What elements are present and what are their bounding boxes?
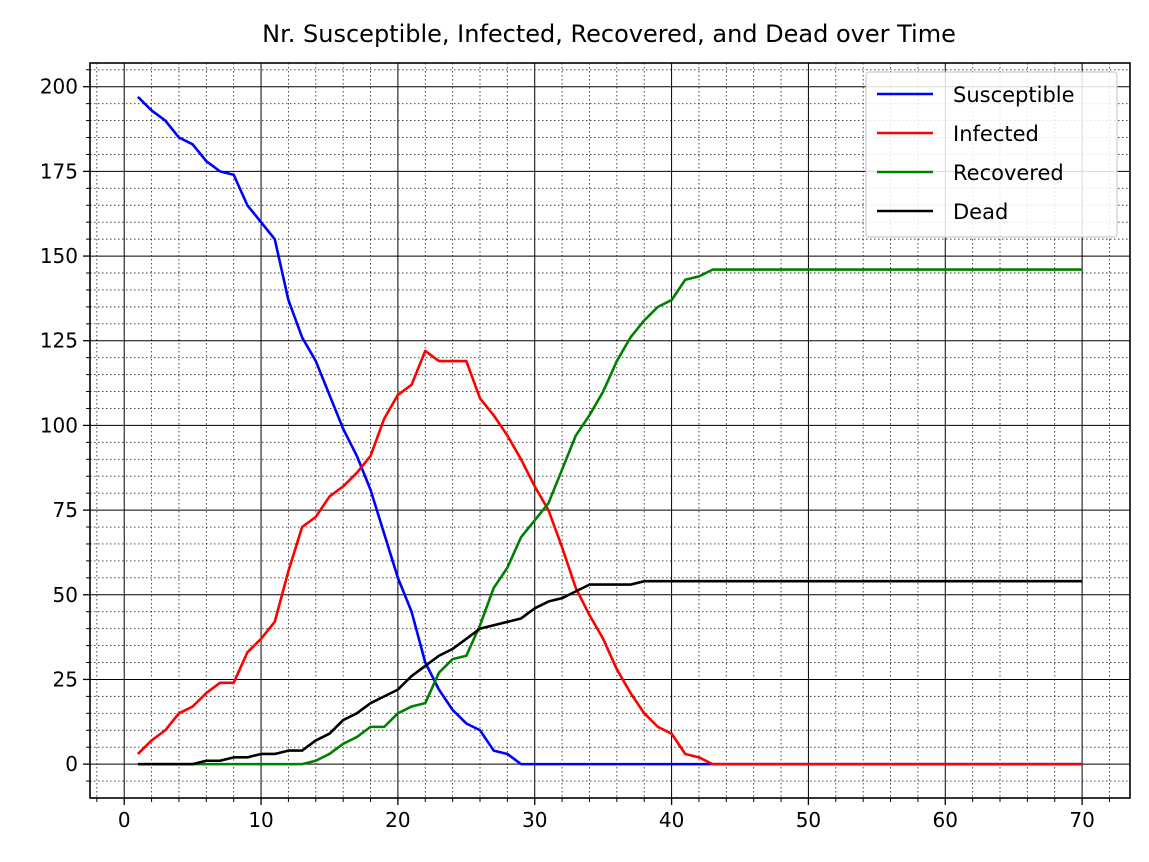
x-tick-label: 60 bbox=[933, 808, 958, 832]
legend-label-dead: Dead bbox=[953, 200, 1008, 224]
x-tick-label: 40 bbox=[659, 808, 684, 832]
y-tick-label: 175 bbox=[40, 159, 78, 183]
y-tick-label: 200 bbox=[40, 75, 78, 99]
plot-frame bbox=[89, 62, 1131, 799]
legend-label-recovered: Recovered bbox=[953, 161, 1064, 185]
chart-title: Nr. Susceptible, Infected, Recovered, an… bbox=[262, 20, 956, 48]
legend-label-infected: Infected bbox=[953, 122, 1039, 146]
series-line-dead bbox=[137, 579, 1083, 766]
minor-grid bbox=[90, 63, 1130, 798]
x-tick-label: 20 bbox=[385, 808, 410, 832]
x-tick-label: 70 bbox=[1069, 808, 1094, 832]
y-tick-label: 75 bbox=[53, 498, 78, 522]
x-tick-label: 50 bbox=[796, 808, 821, 832]
legend-label-susceptible: Susceptible bbox=[953, 83, 1075, 107]
y-tick-label: 0 bbox=[65, 752, 78, 776]
y-tick-label: 50 bbox=[53, 583, 78, 607]
x-tick-label: 0 bbox=[118, 808, 131, 832]
y-tick-label: 125 bbox=[40, 329, 78, 353]
legend: Susceptible Infected Recovered Dead bbox=[865, 71, 1118, 238]
x-tick-label: 10 bbox=[248, 808, 273, 832]
axis-ticks: 0 10 20 30 40 50 60 70 0 25 50 75 100 125 150 175 200 bbox=[40, 69, 1110, 832]
series-line-recovered bbox=[137, 268, 1083, 766]
series-line-infected bbox=[136, 349, 1083, 766]
y-tick-label: 100 bbox=[40, 413, 78, 437]
y-tick-label: 150 bbox=[40, 244, 78, 268]
major-grid bbox=[90, 63, 1130, 798]
x-tick-label: 30 bbox=[522, 808, 547, 832]
y-tick-label: 25 bbox=[53, 667, 78, 691]
series-lines bbox=[136, 95, 1083, 766]
legend-box bbox=[865, 71, 1118, 238]
